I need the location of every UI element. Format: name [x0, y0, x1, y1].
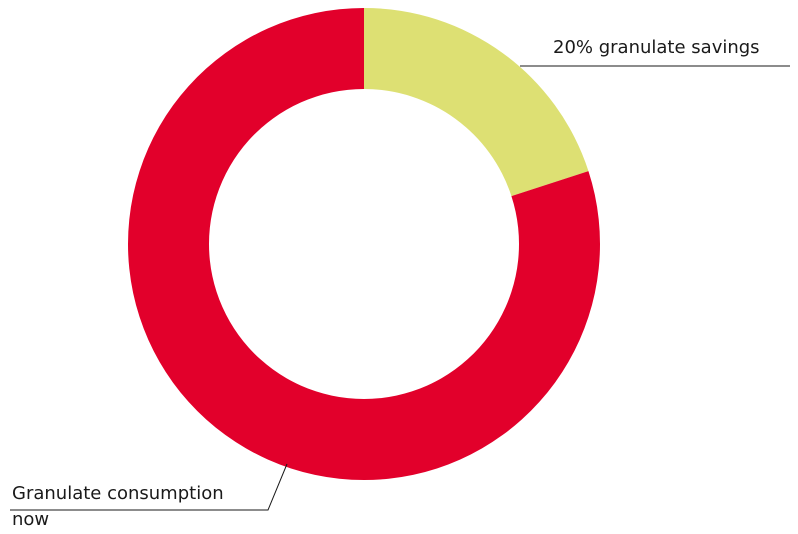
leader-line — [10, 463, 288, 511]
segments — [128, 8, 601, 480]
segment-label: 20% granulate savings — [553, 37, 760, 58]
donut-segment — [364, 8, 589, 197]
donut-segment — [128, 8, 601, 480]
segment-label: Granulate consumption now — [12, 483, 224, 530]
